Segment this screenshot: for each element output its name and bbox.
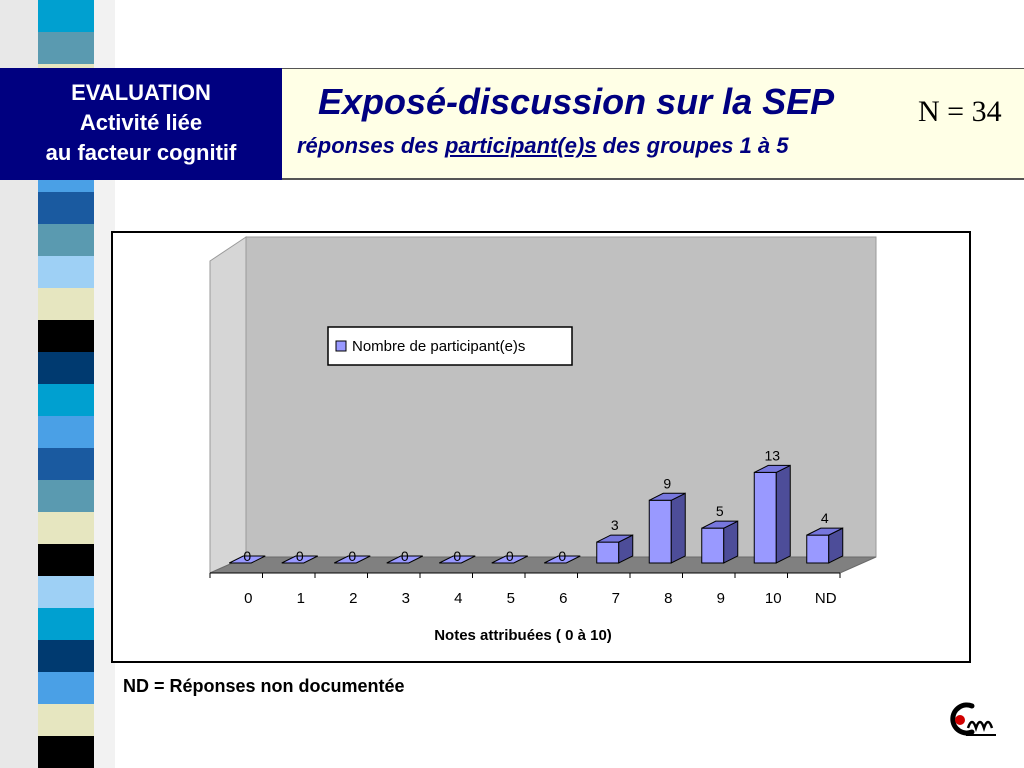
bar-front [701, 527, 725, 564]
bar-side [670, 492, 686, 564]
subtitle-prefix: réponses des [297, 133, 445, 158]
bar-front [596, 541, 620, 564]
x-tick-label: 1 [297, 590, 305, 607]
chart-legend: Nombre de participant(e)s [327, 326, 573, 366]
legend-box [327, 326, 573, 366]
bar-front [753, 471, 777, 564]
subtitle-suffix: des groupes 1 à 5 [596, 133, 789, 158]
bar-value-label: 0 [296, 548, 304, 564]
bar-2: 0 [334, 548, 371, 564]
bar-top [806, 527, 843, 536]
bar-value-label: 0 [401, 548, 409, 564]
cm-logo-icon [950, 702, 996, 736]
bar-flat [334, 555, 371, 564]
bar-top [754, 464, 791, 473]
evaluation-line-3: au facteur cognitif [45, 140, 237, 165]
x-tick-label: 9 [717, 590, 725, 607]
stripe-block [38, 736, 94, 768]
title-banner: Exposé-discussion sur la SEP réponses de… [282, 68, 1024, 180]
stripe-block [38, 0, 94, 32]
x-axis-title: Notes attribuées ( 0 à 10) [434, 627, 612, 644]
footnote: ND = Réponses non documentée [123, 676, 405, 696]
bar-front [648, 499, 672, 564]
bar-front [806, 534, 830, 564]
stripe-block [38, 416, 94, 448]
x-tick-label: 5 [507, 590, 515, 607]
stripe-block [38, 224, 94, 256]
evaluation-label-box: EVALUATION Activité liée au facteur cogn… [0, 68, 282, 180]
bar-value-label: 0 [348, 548, 356, 564]
bar-value-label: 13 [764, 447, 780, 463]
stripe-block [38, 384, 94, 416]
stripe-block [38, 32, 94, 64]
legend-label: Nombre de participant(e)s [352, 338, 525, 355]
bar-5: 0 [491, 548, 528, 564]
legend-swatch [335, 340, 347, 352]
bar-value-label: 5 [716, 503, 724, 519]
stripe-block [38, 608, 94, 640]
bar-9: 5 [701, 503, 739, 564]
x-tick-label: 7 [612, 590, 620, 607]
sample-size: N = 34 [918, 95, 1002, 128]
bar-value-label: 9 [663, 475, 671, 491]
stripe-block [38, 640, 94, 672]
bar-flat [229, 555, 266, 564]
bar-10: 13 [753, 447, 791, 564]
subtitle-participants: participant(e)s [444, 133, 597, 158]
bar-value-label: 0 [558, 548, 566, 564]
bar-flat [281, 555, 318, 564]
stripe-block [38, 544, 94, 576]
bar-side [775, 464, 791, 564]
stripe-block [38, 192, 94, 224]
stripe-shadow [94, 0, 115, 768]
bar-top [596, 534, 633, 543]
x-tick-label: 0 [244, 590, 252, 607]
bar-value-label: 0 [506, 548, 514, 564]
bar-top [649, 492, 686, 501]
x-tick-label: 4 [454, 590, 462, 607]
bar-value-label: 0 [453, 548, 461, 564]
bar-ND: 4 [806, 510, 844, 564]
bar-value-label: 3 [611, 517, 619, 533]
bar-flat [544, 555, 581, 564]
bar-top [701, 520, 738, 529]
stripe-block [38, 256, 94, 288]
stripe-block [38, 352, 94, 384]
bar-0: 0 [229, 548, 266, 564]
bar-flat [491, 555, 528, 564]
x-tick-label: ND [815, 590, 837, 607]
bar-flat [439, 555, 476, 564]
bar-8: 9 [648, 475, 686, 564]
x-tick-label: 2 [349, 590, 357, 607]
slide-title: Exposé-discussion sur la SEP [318, 81, 835, 122]
stripe-block [38, 288, 94, 320]
stripe-block [38, 480, 94, 512]
x-tick-label: 3 [402, 590, 410, 607]
chart-side-wall [209, 236, 247, 574]
bar-4: 0 [439, 548, 476, 564]
bar-6: 0 [544, 548, 581, 564]
stripe-block [38, 512, 94, 544]
x-tick-label: 8 [664, 590, 672, 607]
slide-subtitle: réponses des participant(e)s des groupes… [297, 133, 789, 159]
stripe-block [38, 672, 94, 704]
stripe-block [38, 576, 94, 608]
bar-1: 0 [281, 548, 318, 564]
evaluation-line-1: EVALUATION [71, 80, 211, 105]
bar-value-label: 0 [243, 548, 251, 564]
bar-chart: 0 0 0 0 0 0 0 3 9 5 13 4 0 1 2 3 4 5 6 7 8 9 10 ND Notes attribu… [209, 236, 877, 644]
x-tick-label: 6 [559, 590, 567, 607]
bar-flat [386, 555, 423, 564]
bar-7: 3 [596, 517, 634, 564]
x-tick-label: 10 [765, 590, 782, 607]
bar-value-label: 4 [821, 510, 829, 526]
stripe-block [38, 320, 94, 352]
stripe-block [38, 704, 94, 736]
bar-3: 0 [386, 548, 423, 564]
evaluation-line-2: Activité liée [79, 110, 203, 135]
chart-container: 0 0 0 0 0 0 0 3 9 5 13 4 0 1 2 3 4 5 6 7 8 9 10 ND Notes attribu… [111, 231, 971, 663]
stripe-block [38, 448, 94, 480]
